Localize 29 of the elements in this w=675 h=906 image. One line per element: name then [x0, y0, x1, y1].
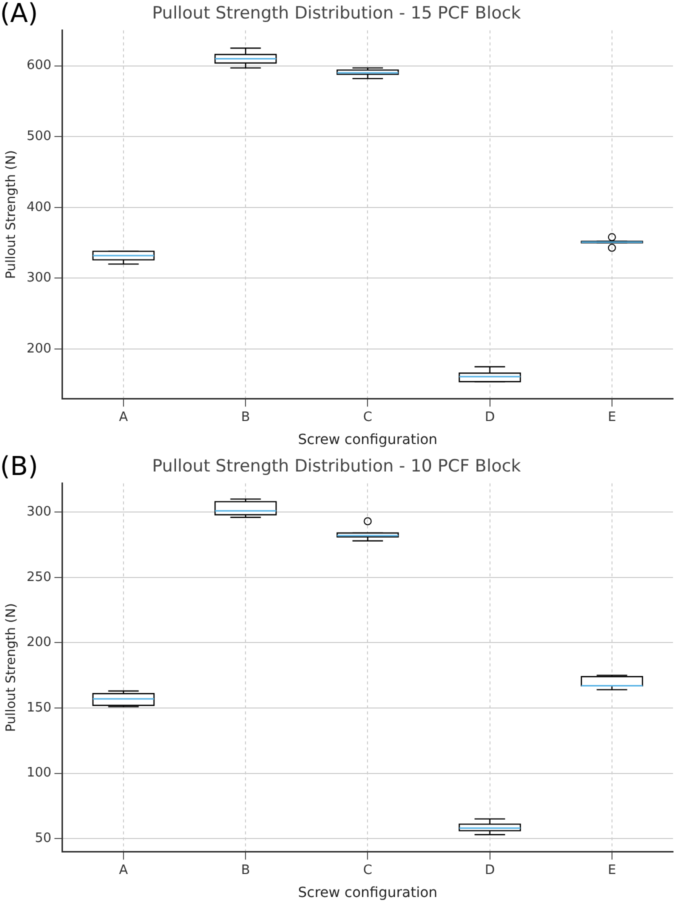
x-tick-label: D: [484, 410, 495, 425]
y-tick-label: 50: [34, 830, 52, 846]
x-axis-title: Screw configuration: [298, 432, 438, 448]
y-tick-label: 200: [26, 635, 52, 650]
y-tick-label: 150: [26, 700, 52, 716]
text: (B): [0, 452, 38, 482]
y-axis-title: Pullout Strength (N): [4, 603, 20, 732]
x-tick-label: E: [608, 862, 616, 878]
x-tick-label: D: [484, 862, 495, 878]
chart-title: Pullout Strength Distribution - 10 PCF Block: [152, 456, 522, 477]
x-tick-label: B: [241, 862, 250, 878]
x-tick-label: B: [241, 410, 250, 425]
y-tick-label: 500: [26, 128, 52, 144]
x-tick-label: A: [119, 410, 128, 425]
y-tick-label: 400: [26, 200, 52, 215]
y-tick-label: 300: [26, 270, 52, 286]
x-tick-label: C: [363, 410, 372, 425]
y-tick-label: 300: [26, 504, 52, 520]
text: (A): [0, 0, 38, 29]
y-tick-label: 250: [26, 570, 52, 585]
x-axis-title: Screw configuration: [298, 885, 438, 902]
y-tick-label: 600: [26, 58, 52, 74]
x-tick-label: A: [119, 862, 128, 878]
x-tick-label: E: [608, 410, 616, 425]
x-tick-label: C: [363, 862, 372, 878]
y-tick-label: 100: [26, 766, 52, 781]
chart-title: Pullout Strength Distribution - 15 PCF Block: [152, 4, 522, 24]
y-tick-label: 200: [26, 341, 52, 356]
y-axis-title: Pullout Strength (N): [4, 150, 20, 279]
